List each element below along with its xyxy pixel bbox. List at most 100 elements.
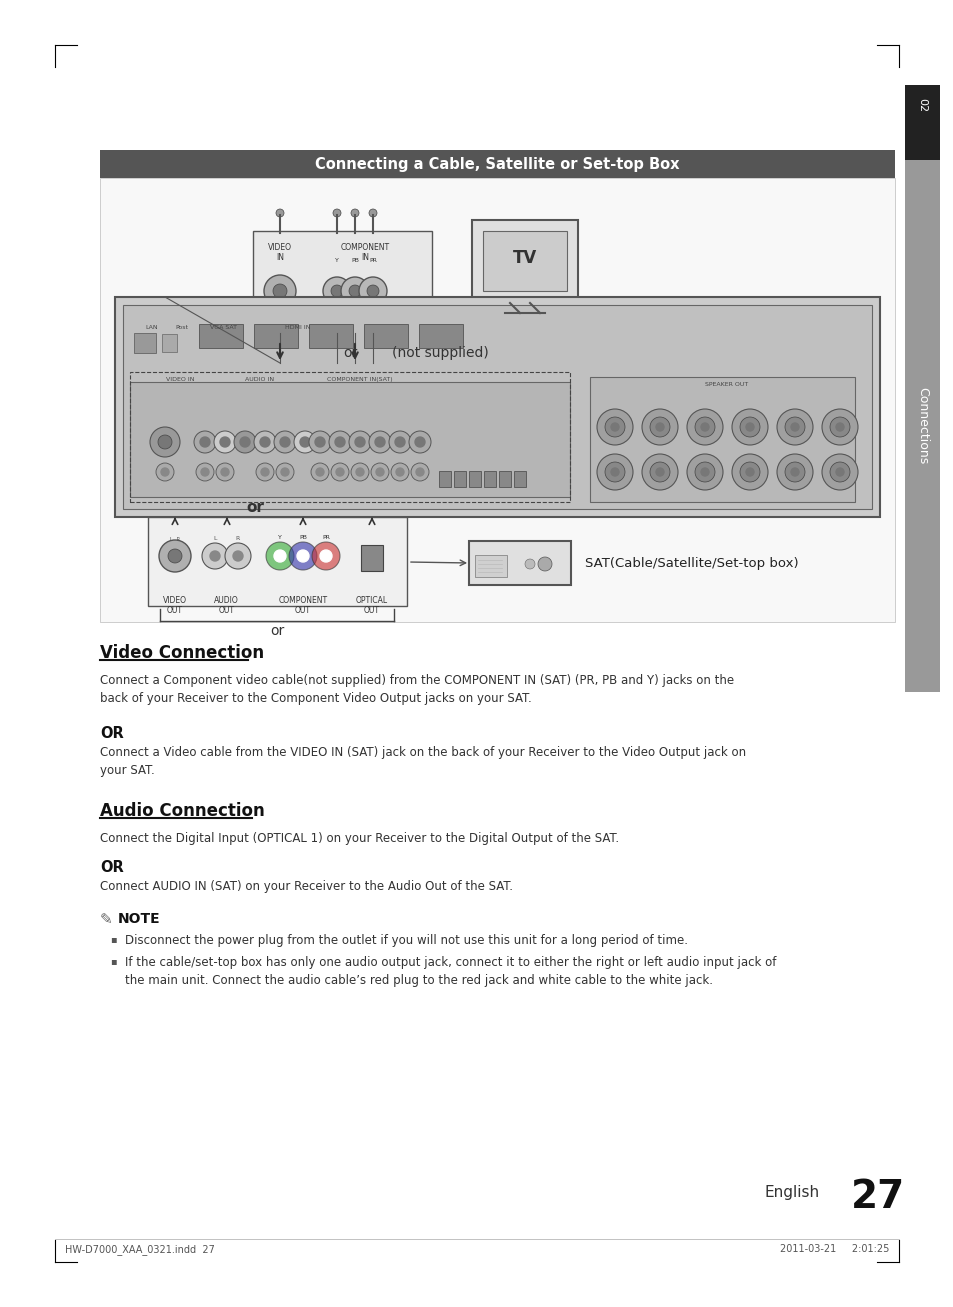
Circle shape	[314, 437, 325, 447]
Text: PR: PR	[369, 257, 376, 263]
Circle shape	[349, 285, 360, 297]
Circle shape	[273, 284, 287, 298]
Circle shape	[375, 437, 385, 447]
Text: L: L	[213, 536, 216, 541]
Text: LAN: LAN	[145, 325, 157, 329]
Text: AUDIO IN: AUDIO IN	[245, 376, 274, 382]
Circle shape	[156, 463, 173, 481]
Circle shape	[266, 542, 294, 570]
Text: Y: Y	[277, 535, 282, 540]
FancyBboxPatch shape	[199, 324, 243, 348]
Circle shape	[281, 468, 289, 476]
Circle shape	[213, 431, 235, 454]
FancyBboxPatch shape	[475, 555, 506, 576]
FancyBboxPatch shape	[253, 324, 297, 348]
Circle shape	[159, 540, 191, 572]
Text: or: or	[342, 346, 356, 359]
Circle shape	[415, 437, 424, 447]
Circle shape	[275, 209, 284, 217]
Circle shape	[323, 277, 351, 305]
Text: Connect AUDIO IN (SAT) on your Receiver to the Audio Out of the SAT.: Connect AUDIO IN (SAT) on your Receiver …	[100, 880, 513, 893]
Circle shape	[329, 431, 351, 454]
Circle shape	[389, 431, 411, 454]
Circle shape	[821, 454, 857, 490]
Circle shape	[395, 468, 403, 476]
Circle shape	[686, 409, 722, 444]
Text: Y: Y	[335, 257, 338, 263]
Text: COMPONENT
OUT: COMPONENT OUT	[278, 596, 327, 616]
Circle shape	[700, 468, 708, 476]
Circle shape	[649, 461, 669, 482]
FancyBboxPatch shape	[130, 382, 569, 497]
Circle shape	[274, 431, 295, 454]
Circle shape	[604, 417, 624, 437]
Circle shape	[221, 468, 229, 476]
Circle shape	[294, 431, 315, 454]
FancyBboxPatch shape	[472, 220, 578, 306]
FancyBboxPatch shape	[483, 471, 496, 488]
Text: SPEAKER OUT: SPEAKER OUT	[704, 382, 748, 387]
Circle shape	[358, 277, 387, 305]
Circle shape	[641, 454, 678, 490]
FancyBboxPatch shape	[133, 333, 156, 353]
FancyBboxPatch shape	[253, 231, 432, 335]
Circle shape	[312, 542, 339, 570]
Circle shape	[740, 461, 760, 482]
Text: PB: PB	[298, 535, 307, 540]
Circle shape	[158, 435, 172, 450]
Circle shape	[168, 549, 182, 563]
Text: NOTE: NOTE	[118, 912, 160, 925]
Circle shape	[784, 461, 804, 482]
FancyBboxPatch shape	[469, 541, 571, 586]
Circle shape	[369, 431, 391, 454]
Circle shape	[253, 431, 275, 454]
Text: English: English	[764, 1184, 820, 1200]
Circle shape	[371, 463, 389, 481]
Circle shape	[319, 550, 332, 562]
Circle shape	[610, 423, 618, 431]
Circle shape	[150, 427, 180, 457]
Circle shape	[311, 463, 329, 481]
Text: PR: PR	[322, 535, 330, 540]
Circle shape	[656, 423, 663, 431]
FancyBboxPatch shape	[309, 324, 353, 348]
Text: OPTICAL
OUT: OPTICAL OUT	[355, 596, 388, 616]
Circle shape	[233, 431, 255, 454]
Text: VIDEO
IN: VIDEO IN	[268, 243, 292, 263]
Text: L  R: L R	[170, 537, 180, 542]
Circle shape	[829, 461, 849, 482]
FancyBboxPatch shape	[148, 518, 407, 606]
FancyBboxPatch shape	[904, 85, 939, 159]
Text: 02: 02	[917, 98, 926, 112]
Circle shape	[537, 557, 552, 571]
Circle shape	[700, 423, 708, 431]
FancyBboxPatch shape	[123, 305, 871, 508]
FancyBboxPatch shape	[589, 376, 854, 502]
Circle shape	[835, 423, 843, 431]
Text: TV: TV	[513, 250, 537, 267]
Circle shape	[274, 550, 286, 562]
Circle shape	[610, 468, 618, 476]
Circle shape	[202, 542, 228, 569]
Circle shape	[335, 468, 344, 476]
Circle shape	[395, 437, 405, 447]
Circle shape	[731, 454, 767, 490]
Text: 27: 27	[850, 1178, 904, 1216]
Circle shape	[656, 468, 663, 476]
Circle shape	[335, 437, 345, 447]
Circle shape	[240, 437, 250, 447]
Circle shape	[524, 559, 535, 569]
FancyBboxPatch shape	[100, 150, 894, 178]
Circle shape	[351, 209, 358, 217]
Circle shape	[776, 409, 812, 444]
Circle shape	[333, 209, 340, 217]
Text: COMPONENT
IN: COMPONENT IN	[340, 243, 389, 263]
Circle shape	[215, 463, 233, 481]
FancyBboxPatch shape	[100, 178, 894, 622]
Circle shape	[649, 417, 669, 437]
Text: Connecting a Cable, Satellite or Set-top Box: Connecting a Cable, Satellite or Set-top…	[314, 157, 679, 171]
Circle shape	[289, 542, 316, 570]
Circle shape	[835, 468, 843, 476]
Circle shape	[264, 274, 295, 307]
Circle shape	[220, 437, 230, 447]
